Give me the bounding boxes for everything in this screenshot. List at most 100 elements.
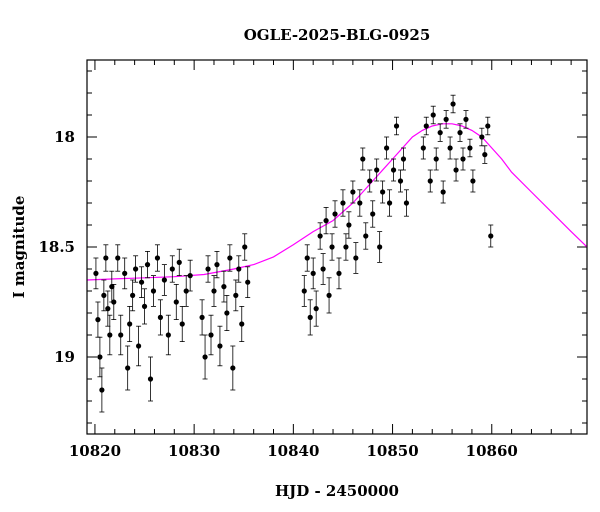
data-point: [157, 299, 164, 336]
data-point: [367, 169, 373, 193]
data-marker: [138, 279, 145, 285]
data-marker: [165, 332, 171, 338]
data-point: [144, 250, 151, 279]
data-marker: [211, 288, 217, 294]
data-point: [326, 277, 332, 314]
data-point: [224, 294, 230, 332]
data-point: [386, 189, 393, 217]
data-point: [93, 257, 99, 290]
data-point: [221, 270, 227, 303]
data-point: [374, 158, 380, 182]
data-marker: [236, 266, 242, 272]
data-point: [343, 233, 349, 261]
x-tick-label: 10830: [168, 442, 220, 460]
data-point: [101, 279, 107, 312]
data-point: [154, 244, 161, 272]
data-marker: [304, 255, 310, 261]
data-marker: [437, 130, 443, 136]
data-point: [450, 94, 456, 114]
data-marker: [423, 123, 429, 129]
data-marker: [127, 321, 133, 327]
data-point: [211, 275, 217, 307]
data-point: [147, 356, 154, 402]
data-marker: [340, 200, 346, 206]
data-point: [99, 367, 105, 413]
model-curve: [87, 123, 587, 281]
data-point: [304, 244, 310, 272]
data-marker: [353, 255, 359, 261]
data-marker: [154, 255, 161, 261]
data-point: [217, 325, 223, 367]
data-marker: [214, 262, 220, 268]
data-point: [447, 136, 453, 160]
data-point: [488, 224, 494, 248]
x-tick-label: 10860: [466, 442, 518, 460]
data-point: [187, 259, 193, 292]
data-point: [400, 147, 407, 171]
data-marker: [386, 200, 393, 206]
chart-title: OGLE-2025-BLG-0925: [244, 26, 431, 44]
data-point: [323, 206, 329, 235]
data-point: [397, 169, 404, 193]
data-marker: [230, 365, 236, 371]
data-marker: [350, 189, 356, 195]
data-point: [130, 279, 136, 312]
data-point: [202, 334, 208, 380]
data-point: [430, 105, 436, 125]
data-point: [199, 299, 205, 336]
data-point: [437, 123, 443, 142]
data-marker: [384, 145, 390, 151]
data-marker: [479, 134, 485, 140]
data-marker: [97, 354, 103, 360]
data-point: [150, 275, 157, 307]
data-marker: [224, 310, 230, 316]
data-point: [320, 253, 326, 285]
data-point: [463, 110, 469, 129]
data-marker: [427, 178, 433, 184]
x-tick-label: 10820: [69, 442, 121, 460]
data-point: [470, 169, 476, 193]
data-marker: [208, 332, 214, 338]
data-point: [384, 136, 390, 160]
data-point: [169, 255, 175, 283]
data-point: [350, 180, 356, 204]
data-marker: [301, 288, 307, 294]
data-point: [122, 257, 128, 290]
data-point: [230, 345, 236, 391]
data-point: [336, 257, 342, 290]
data-marker: [125, 365, 131, 371]
data-point: [236, 255, 242, 283]
data-marker: [150, 288, 157, 294]
data-marker: [485, 123, 491, 129]
data-marker: [393, 123, 400, 129]
data-point: [353, 242, 359, 274]
data-point: [161, 264, 167, 296]
data-marker: [323, 218, 329, 224]
data-point: [165, 314, 171, 356]
data-point: [205, 255, 211, 283]
data-marker: [440, 189, 446, 195]
data-point: [346, 211, 352, 239]
data-marker: [122, 270, 128, 276]
data-point: [214, 250, 220, 279]
data-marker: [233, 292, 239, 298]
data-marker: [307, 314, 313, 320]
data-marker: [329, 244, 335, 250]
model-curve-group: [87, 123, 587, 281]
data-marker: [320, 266, 326, 272]
data-point: [301, 275, 307, 307]
data-marker: [357, 200, 363, 206]
data-marker: [443, 116, 449, 122]
tick-labels: 10820 10830 10840 10850 10860 18 18.5 19: [38, 128, 517, 460]
data-point: [423, 116, 429, 136]
data-point: [443, 110, 449, 129]
data-marker: [179, 321, 185, 327]
plot-frame: [86, 59, 588, 435]
x-tick-label: 10850: [366, 442, 418, 460]
data-marker: [377, 244, 383, 250]
data-marker: [107, 332, 113, 338]
data-point: [138, 266, 145, 299]
data-point: [427, 169, 433, 193]
data-marker: [101, 292, 107, 298]
data-point: [403, 189, 410, 217]
